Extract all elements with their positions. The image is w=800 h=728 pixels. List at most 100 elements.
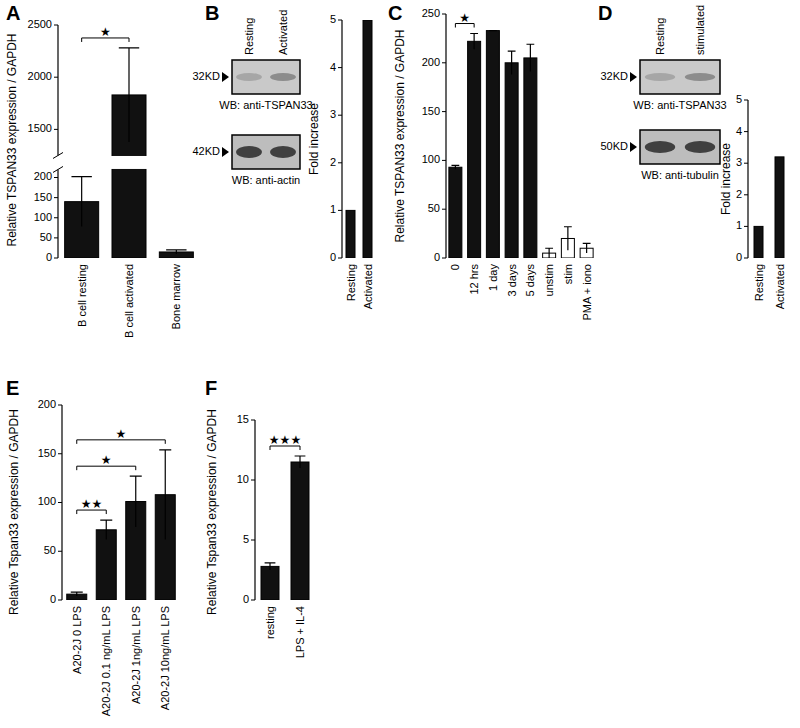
plot-area bbox=[65, 48, 194, 258]
blot-band bbox=[685, 73, 715, 81]
y-axis-title: Relative Tspan33 expression / GAPDH bbox=[205, 409, 219, 615]
antibody-label: WB: anti-actin bbox=[232, 174, 300, 186]
y-tick bbox=[744, 194, 748, 195]
y-tick bbox=[58, 453, 62, 454]
y-tick bbox=[54, 197, 58, 198]
y-tick-label: 100 bbox=[34, 211, 52, 223]
y-tick bbox=[58, 600, 62, 601]
error-bar bbox=[545, 248, 553, 258]
bar bbox=[486, 31, 499, 258]
significance-label: ★ bbox=[116, 427, 127, 441]
y-tick bbox=[251, 480, 255, 481]
significance-label: ★ bbox=[100, 25, 111, 39]
blot-band bbox=[685, 141, 715, 153]
y-tick-label: 2 bbox=[330, 156, 336, 168]
size-arrow bbox=[222, 147, 229, 157]
size-marker: 32KD bbox=[192, 70, 220, 82]
y-tick-label: 5 bbox=[243, 533, 249, 545]
error-bar bbox=[564, 227, 572, 250]
blot-image bbox=[640, 60, 720, 94]
y-tick bbox=[744, 258, 748, 259]
error-bar bbox=[71, 592, 83, 596]
antibody-label: WB: anti-tubulin bbox=[641, 169, 719, 181]
category-label: unstim bbox=[543, 264, 555, 296]
size-marker: 50KD bbox=[600, 140, 628, 152]
panel-letter: D bbox=[598, 2, 612, 24]
antibody-label: WB: anti-TSPAN33 bbox=[633, 99, 726, 111]
y-tick-label: 5 bbox=[736, 93, 742, 105]
y-tick-label: 150 bbox=[34, 191, 52, 203]
y-tick bbox=[58, 405, 62, 406]
axis-break-mark bbox=[53, 152, 63, 158]
error-bar bbox=[583, 243, 591, 253]
size-marker: 32KD bbox=[600, 70, 628, 82]
category-label: Bone marrow bbox=[170, 264, 182, 329]
y-tick-label: 150 bbox=[422, 105, 440, 117]
category-label: LPS + IL-4 bbox=[294, 606, 306, 658]
lane-label: Resting bbox=[243, 18, 255, 55]
y-tick-label: 0 bbox=[243, 593, 249, 605]
y-axis-title: Fold increase bbox=[307, 103, 321, 175]
panel-chart: 012345RestingActivatedFold increase bbox=[307, 13, 374, 309]
bar bbox=[775, 157, 784, 258]
error-bar bbox=[100, 520, 112, 540]
y-tick bbox=[442, 209, 446, 210]
error-bar bbox=[159, 450, 171, 540]
bar bbox=[524, 58, 537, 258]
y-tick bbox=[338, 115, 342, 116]
error-bar bbox=[470, 34, 478, 50]
y-tick bbox=[338, 162, 342, 163]
error-bar bbox=[508, 51, 516, 74]
plot-area bbox=[754, 157, 784, 258]
category-label: B cell activated bbox=[123, 264, 135, 338]
y-tick-label: 0 bbox=[434, 251, 440, 263]
y-tick-label: 15 bbox=[237, 413, 249, 425]
plot-area bbox=[261, 456, 309, 600]
lane-label: Resting bbox=[654, 18, 666, 55]
significance-label: ★ bbox=[101, 453, 112, 467]
y-axis-title: Relative TSPAN33 expression / GAPDH bbox=[5, 34, 19, 247]
blot-band bbox=[270, 146, 296, 158]
y-tick bbox=[58, 551, 62, 552]
y-tick-label: 4 bbox=[736, 125, 742, 137]
y-tick bbox=[338, 258, 342, 259]
significance-label: ★★★ bbox=[269, 433, 301, 447]
y-tick bbox=[744, 163, 748, 164]
category-label: A20-2J 0 LPS bbox=[71, 606, 83, 674]
y-tick-label: 50 bbox=[428, 202, 440, 214]
error-bar bbox=[71, 177, 91, 227]
y-axis-title: Relative TSPAN33 expression / GAPDH bbox=[393, 30, 407, 243]
y-tick-label: 100 bbox=[38, 495, 56, 507]
error-bar bbox=[119, 48, 139, 142]
y-tick-label: 2000 bbox=[28, 70, 52, 82]
panel-chart: 051015restingLPS + IL-4Relative Tspan33 … bbox=[205, 377, 309, 658]
y-tick-label: 50 bbox=[44, 544, 56, 556]
y-tick-label: 2 bbox=[736, 188, 742, 200]
category-label: PMA + iono bbox=[581, 264, 593, 321]
category-label: B cell resting bbox=[76, 264, 88, 327]
blot-band bbox=[645, 141, 675, 153]
y-tick bbox=[744, 100, 748, 101]
y-tick bbox=[54, 77, 58, 78]
y-tick bbox=[338, 20, 342, 21]
y-tick-label: 0 bbox=[736, 251, 742, 263]
bar bbox=[363, 20, 372, 258]
lane-label: Activated bbox=[277, 10, 289, 55]
panel-letter: A bbox=[6, 2, 20, 24]
y-axis-line bbox=[341, 20, 342, 258]
y-tick bbox=[442, 160, 446, 161]
y-tick bbox=[58, 502, 62, 503]
blot-image bbox=[232, 135, 300, 169]
error-bar bbox=[130, 476, 142, 527]
category-label: 0 bbox=[449, 264, 461, 270]
size-arrow bbox=[630, 72, 637, 82]
blot-band bbox=[236, 73, 262, 81]
y-tick bbox=[54, 217, 58, 218]
y-tick-label: 3 bbox=[330, 108, 336, 120]
panel-chart: 050100150200A20-2J 0 LPSA20-2J 0.1 ng/mL… bbox=[6, 377, 175, 716]
y-tick bbox=[442, 62, 446, 63]
y-tick-label: 1 bbox=[736, 219, 742, 231]
y-tick-label: 0 bbox=[330, 251, 336, 263]
y-tick-label: 1 bbox=[330, 203, 336, 215]
panel-letter: C bbox=[388, 2, 402, 24]
